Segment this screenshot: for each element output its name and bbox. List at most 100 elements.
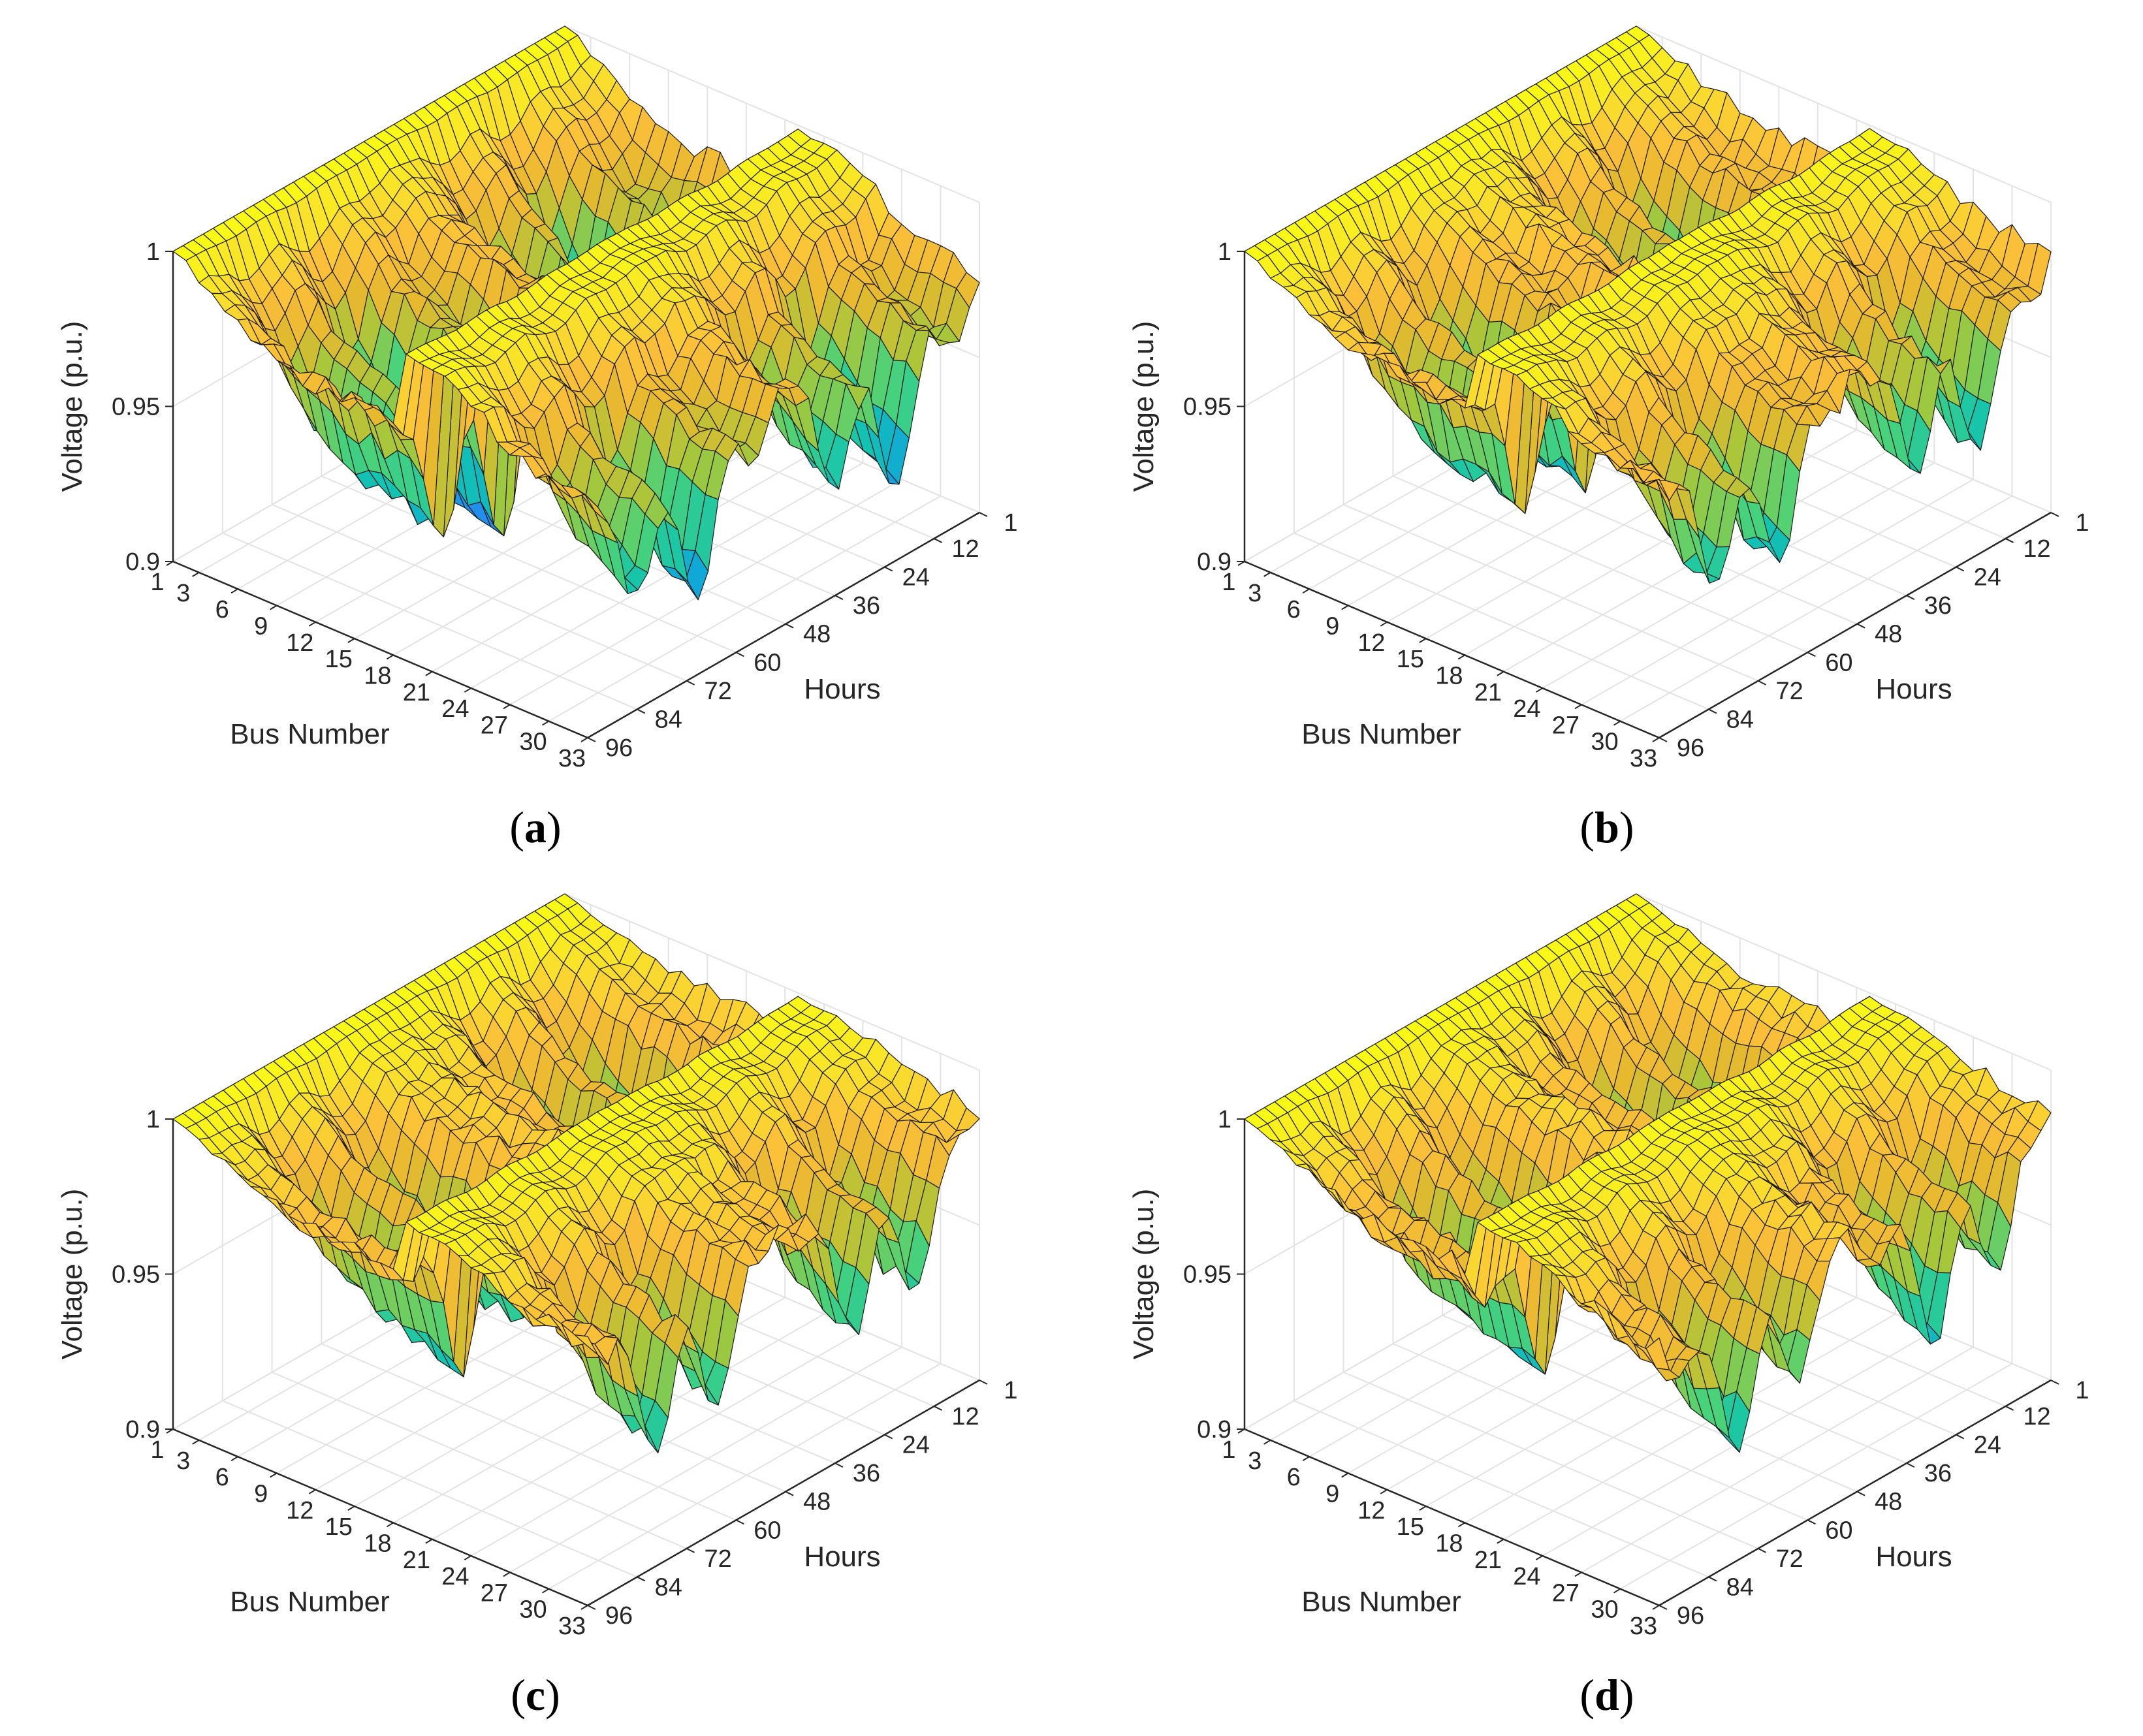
axes [165,1118,988,1610]
bus-tick-label: 12 [1357,629,1385,657]
hour-tick-label: 24 [902,564,930,592]
bus-tick-label: 33 [1630,745,1657,772]
y-axis-label: Hours [1875,673,1952,705]
voltage-tick-label: 0.9 [1197,548,1231,576]
hour-tick-label: 72 [1775,678,1803,705]
hour-tick-label: 72 [704,678,731,705]
panel-b: 1 3 6 9 12 15 18 21 24 27 30 33 1 12 24 36 48 60 72 84 96 0.9… [1072,0,2143,868]
panel-c: 1 3 6 9 12 15 18 21 24 27 30 33 1 12 24 36 48 60 72 84 96 0.9… [0,868,1072,1735]
x-axis-label: Bus Number [230,1586,390,1618]
surface-patch [574,487,599,508]
bus-tick-label: 3 [1248,580,1262,607]
bus-tick-label: 1 [150,1436,164,1464]
hour-tick-label: 60 [754,1517,781,1544]
bus-tick-label: 27 [1552,712,1579,739]
bus-tick-label: 18 [364,1530,391,1557]
bus-tick-label: 1 [150,569,164,596]
bus-tick-label: 21 [1474,679,1502,706]
voltage-tick-label: 1 [1218,238,1231,266]
hour-tick-label: 24 [902,1432,930,1459]
hour-tick-label: 48 [803,1489,831,1516]
hour-tick-label: 24 [1974,564,2001,592]
voltage-tick-label: 0.95 [1183,394,1231,421]
bus-tick-label: 30 [519,1596,547,1624]
bus-tick-label: 15 [325,646,353,673]
axes [165,251,988,742]
bus-tick-label: 12 [286,1497,313,1524]
z-axis-label: Voltage (p.u.) [1128,321,1160,492]
hour-tick-label: 48 [803,621,831,648]
hour-tick-label: 1 [2075,509,2089,537]
hour-tick-label: 36 [853,1460,880,1487]
bus-tick-label: 21 [403,1547,430,1574]
hour-tick-label: 36 [1924,592,1952,620]
surface-patch [1645,479,1670,501]
voltage-tick-label: 0.9 [125,548,160,576]
z-axis-label: Voltage (p.u.) [56,321,88,492]
bus-tick-label: 27 [481,1579,508,1607]
bus-tick-label: 24 [441,1563,469,1590]
panel-caption-letter: c [526,1670,545,1720]
bus-tick-label: 3 [176,1447,190,1475]
bus-tick-label: 24 [441,695,469,723]
x-axis-label: Bus Number [1301,718,1461,750]
x-axis-label: Bus Number [230,718,390,750]
panel-caption: (b) [1579,802,1634,852]
bus-tick-label: 18 [364,662,391,689]
panel-d: 1 3 6 9 12 15 18 21 24 27 30 33 1 12 24 36 48 60 72 84 96 0.9… [1072,868,2143,1735]
voltage-tick-label: 0.95 [112,1261,160,1289]
bus-tick-label: 24 [1513,695,1540,723]
bus-tick-label: 9 [254,613,268,640]
bus-tick-label: 6 [1287,596,1301,623]
panel-caption-letter: a [524,802,547,852]
hour-tick-label: 1 [1004,1377,1017,1404]
bus-tick-label: 33 [558,1613,586,1640]
hour-tick-label: 96 [605,1602,633,1630]
hour-tick-label: 12 [951,535,979,563]
surface-plot-d: 1 3691215182124273033112243648607284960.9… [1128,893,2089,1720]
z-axis-label: Voltage (p.u.) [56,1189,88,1360]
voltage-surface [172,893,980,1454]
voltage-surface [172,25,980,601]
bus-tick-label: 33 [558,745,586,772]
hour-tick-label: 60 [754,649,781,676]
panel-caption: (a) [509,802,561,852]
surface-patch [574,1334,599,1355]
bus-tick-label: 6 [215,596,229,623]
hour-tick-label: 12 [2023,535,2050,563]
surface-plot-b: 1 3691215182124273033112243648607284960.9… [1128,25,2089,852]
voltage-surface [1244,893,2052,1453]
hour-tick-label: 96 [605,734,633,762]
bus-tick-label: 1 [1222,569,1235,596]
bus-tick-label: 18 [1435,662,1463,689]
hour-tick-label: 12 [951,1403,979,1430]
hour-tick-label: 72 [704,1545,731,1573]
panel-caption: (c) [511,1670,560,1720]
voltage-tick-label: 0.9 [125,1416,160,1444]
bus-tick-label: 9 [254,1481,268,1508]
hour-tick-label: 36 [853,592,880,620]
panel-a: 1 3 6 9 12 15 18 21 24 27 30 33 1 12 24 36 48 60 72 84 96 0.9… [0,0,1072,868]
bus-tick-label: 21 [403,679,430,706]
panel-caption-letter: b [1595,802,1619,852]
hour-tick-label: 96 [1677,734,1704,762]
voltage-tick-label: 0.95 [112,394,160,421]
axes [1237,251,2059,742]
hour-tick-label: 48 [1875,621,1902,648]
y-axis-label: Hours [804,673,880,705]
hour-tick-label: 84 [1726,706,1754,733]
y-axis-label: Hours [804,1541,880,1573]
bus-tick-label: 3 [176,580,190,607]
bus-tick-label: 9 [1325,613,1339,640]
hour-tick-label: 60 [1825,649,1852,676]
hour-tick-label: 1 [1004,509,1017,537]
surface-plot-a: 1 3691215182124273033112243648607284960.9… [56,25,1018,852]
bus-tick-label: 6 [215,1464,229,1491]
surface-plot-c: 1 3691215182124273033112243648607284960.9… [56,893,1018,1720]
voltage-tick-label: 1 [146,238,160,266]
bus-tick-label: 27 [481,712,508,739]
hour-tick-label: 84 [655,1573,682,1601]
bus-tick-label: 30 [1591,729,1618,756]
hour-tick-label: 84 [655,706,682,733]
